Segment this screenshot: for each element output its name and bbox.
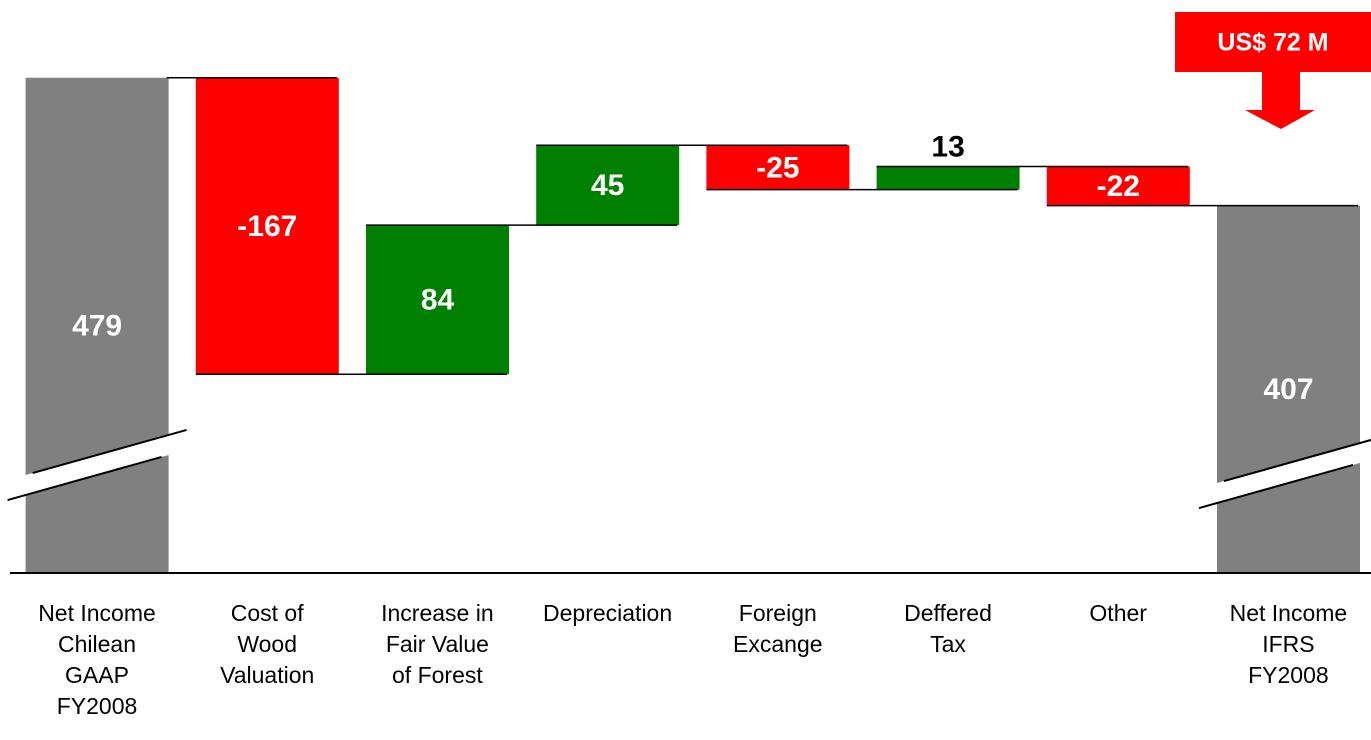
- annotation-arrow: [1245, 72, 1315, 129]
- x-tick-label: Net Income IFRS FY2008: [1229, 600, 1348, 688]
- bar: [1217, 205, 1360, 573]
- bar: [366, 225, 509, 375]
- value-label: 45: [591, 169, 624, 202]
- value-label: 84: [421, 284, 455, 317]
- axis-break: [1199, 439, 1371, 509]
- value-label: 407: [1263, 373, 1313, 406]
- x-tick-label: Foreign Excange: [733, 600, 823, 657]
- bar: [25, 77, 169, 574]
- x-tick-label: Deffered Tax: [904, 600, 992, 657]
- value-label: -167: [237, 210, 297, 243]
- bar: [706, 145, 850, 190]
- bar: [1046, 166, 1190, 206]
- x-tick-label: Increase in Fair Value of Forest: [381, 600, 494, 688]
- axis-break: [7, 429, 187, 501]
- axis-break-line: [1223, 438, 1371, 483]
- x-tick-label: Net Income Chilean GAAP FY2008: [38, 600, 156, 719]
- annotation: US$ 72 M: [1217, 29, 1328, 57]
- value-label: 479: [72, 309, 122, 342]
- bar: [195, 77, 339, 375]
- value-label: -22: [1097, 170, 1140, 203]
- x-tick-label: Cost of Wood Valuation: [220, 600, 315, 688]
- bar: [536, 145, 680, 226]
- axis-break-line: [1198, 463, 1354, 510]
- x-tick-label: Other: [1089, 600, 1147, 626]
- value-label: -25: [756, 151, 799, 184]
- x-tick-label: Depreciation: [543, 600, 673, 626]
- axis-break-line: [7, 455, 162, 502]
- value-label: 13: [931, 130, 964, 163]
- axis-break-line: [32, 428, 187, 475]
- bar: [876, 166, 1020, 190]
- annotation-box: [1175, 12, 1371, 72]
